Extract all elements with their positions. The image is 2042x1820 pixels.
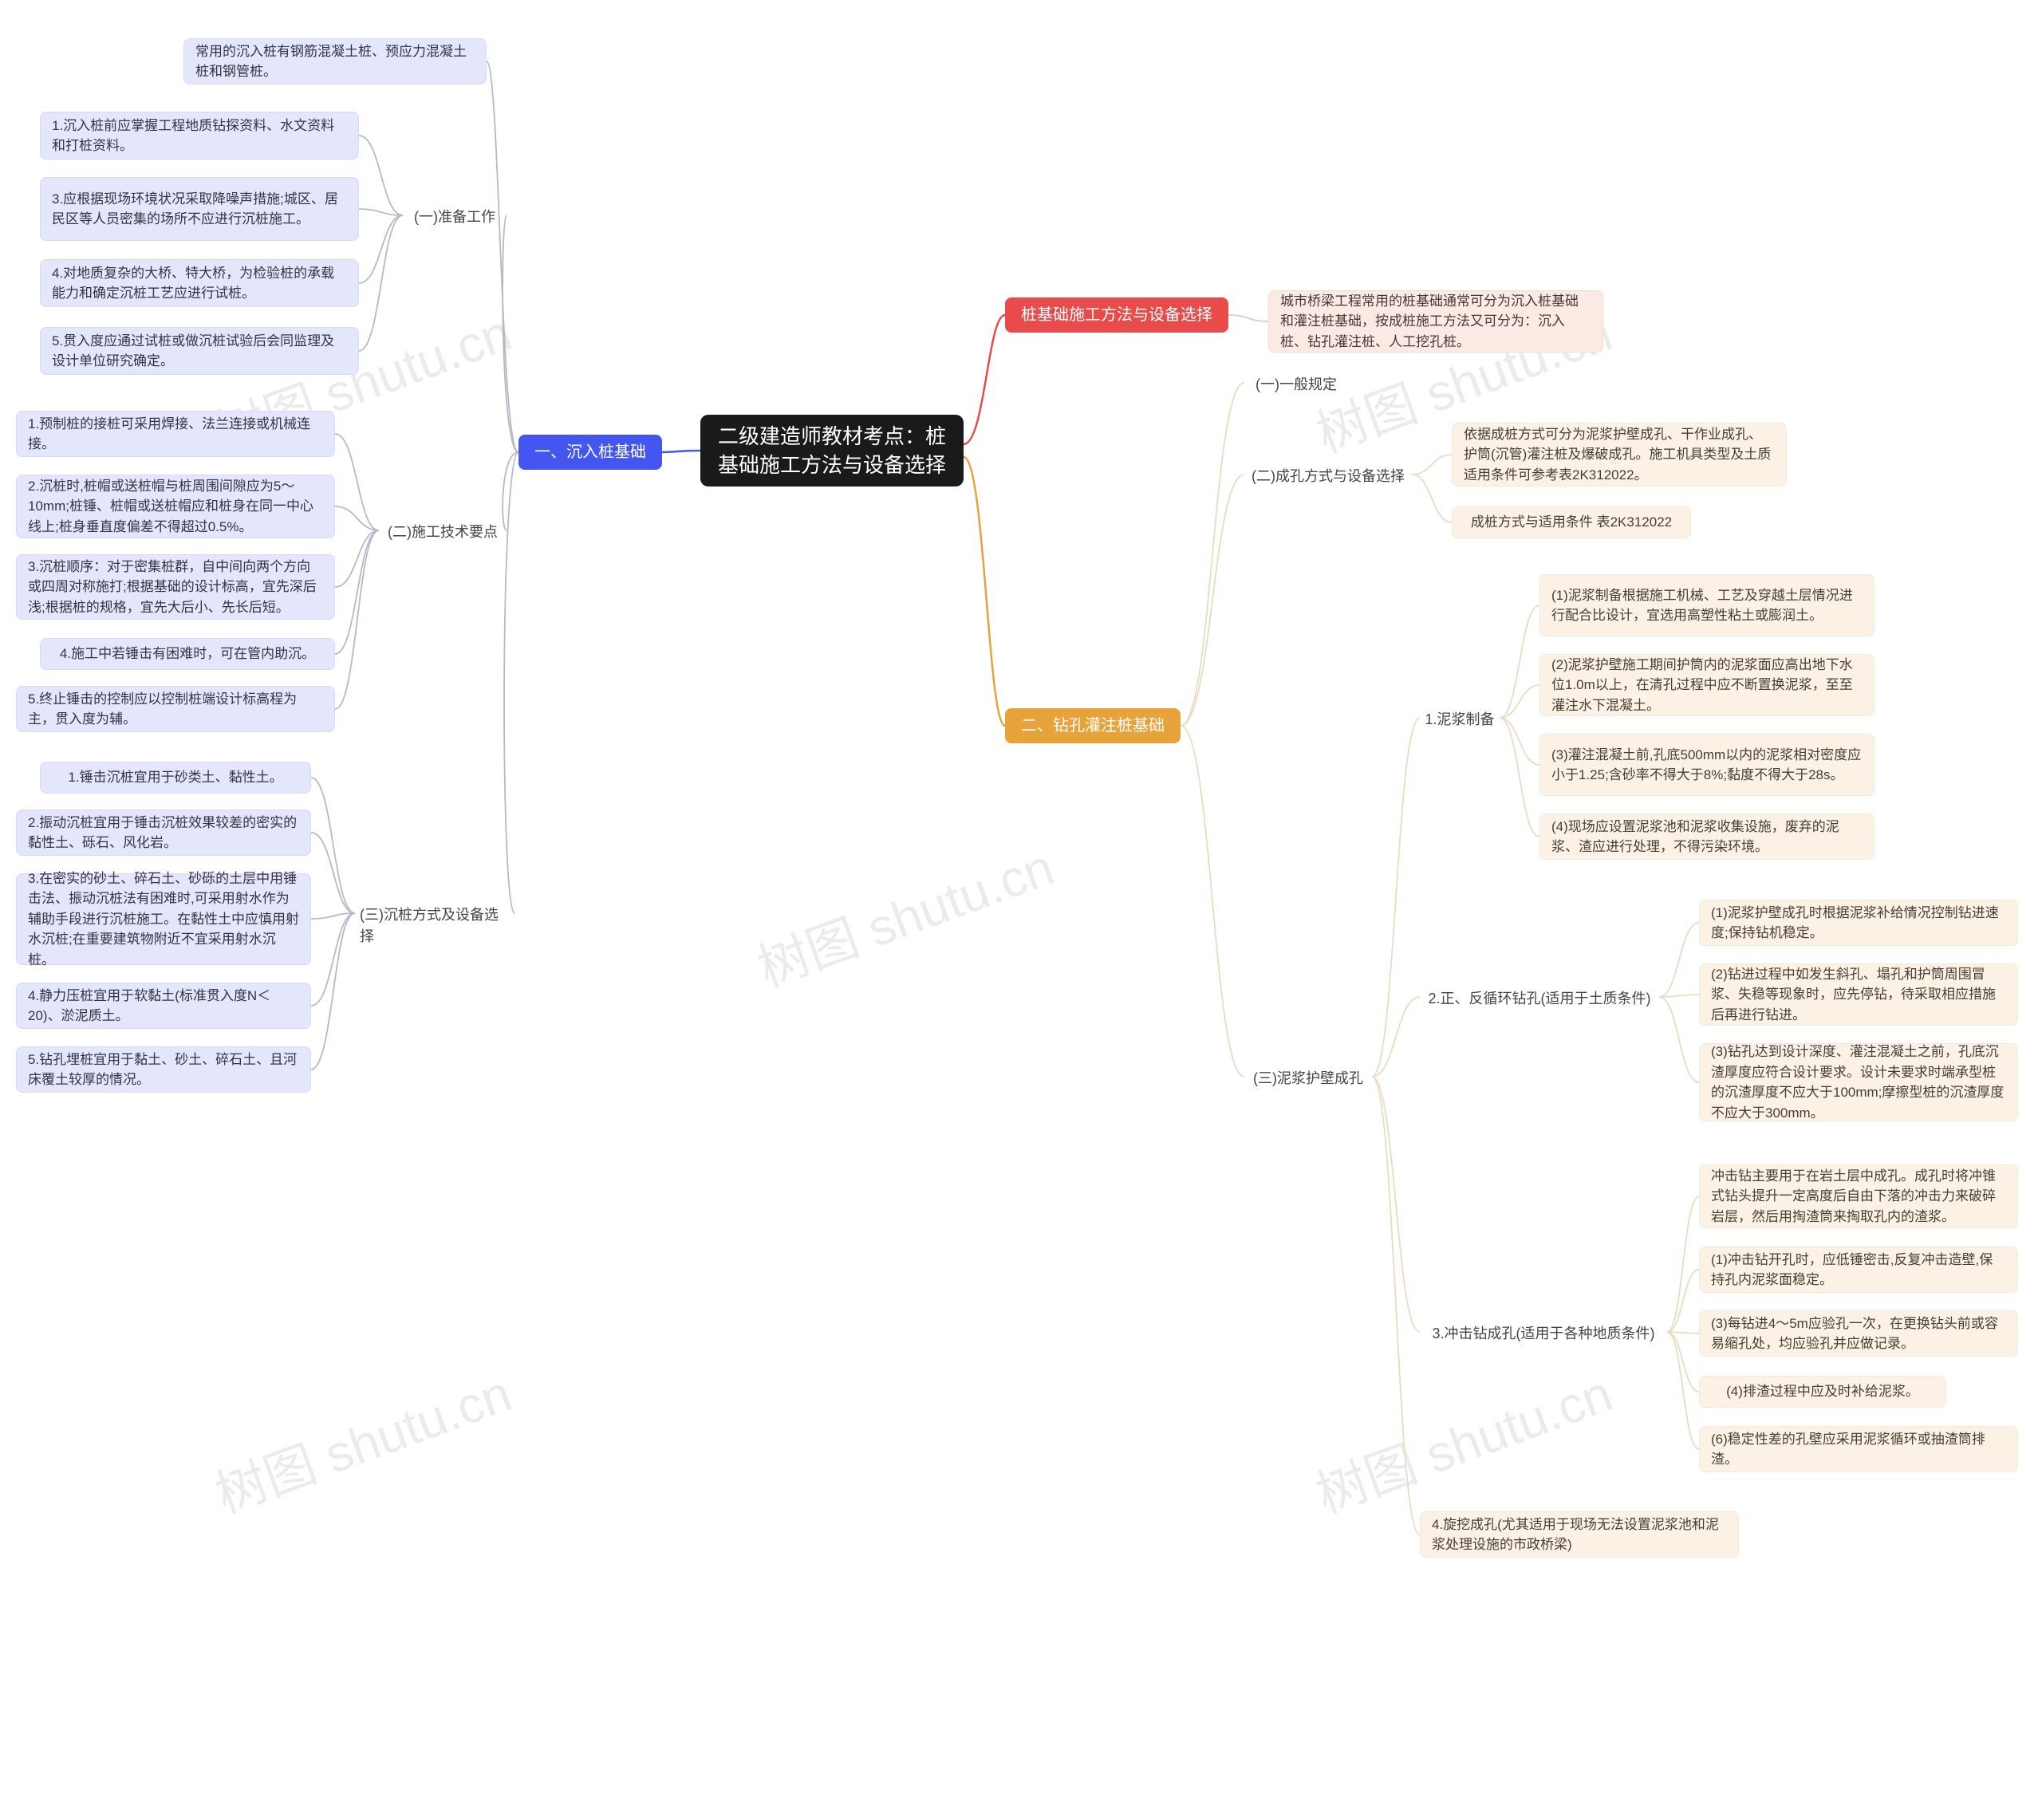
leaf-s1-1[interactable]: (2)泥浆护壁施工期间护筒内的泥浆面应高出地下水位1.0m以上，在清孔过程中应不… [1539, 654, 1874, 716]
plain-r3-s3[interactable]: 3.冲击钻成孔(适用于各种地质条件) [1420, 1320, 1667, 1348]
branch-3[interactable]: 二、钻孔灌注桩基础 [1005, 708, 1181, 743]
root-node[interactable]: 二级建造师教材考点：桩基础施工方法与设备选择 [700, 415, 964, 487]
branch-2[interactable]: 桩基础施工方法与设备选择 [1005, 297, 1228, 333]
watermark: 树图 shutu.cn [747, 826, 1062, 1001]
leaf-g3-4[interactable]: 5.钻孔埋桩宜用于黏土、砂土、碎石土、且河床覆土较厚的情况。 [16, 1046, 311, 1093]
watermark: 树图 shutu.cn [204, 1353, 520, 1527]
leaf-r2-1[interactable]: 成桩方式与适用条件 表2K312022 [1452, 506, 1691, 538]
plain-g1[interactable]: (一)准备工作 [403, 203, 507, 231]
leaf-g2-0[interactable]: 1.预制桩的接桩可采用焊接、法兰连接或机械连接。 [16, 411, 335, 457]
leaf-g3-2[interactable]: 3.在密实的砂土、碎石土、砂砾的土层中用锤击法、振动沉桩法有困难时,可采用射水作… [16, 873, 311, 965]
red-leaf[interactable]: 城市桥梁工程常用的桩基础通常可分为沉入桩基础和灌注桩基础，按成桩施工方法又可分为… [1268, 290, 1603, 353]
plain-r3[interactable]: (三)泥浆护壁成孔 [1244, 1065, 1372, 1093]
plain-g2[interactable]: (二)施工技术要点 [379, 518, 507, 546]
leaf-g1-1[interactable]: 3.应根据现场环境状况采取降噪声措施;城区、居民区等人员密集的场所不应进行沉桩施… [40, 177, 359, 241]
leaf-s3-1[interactable]: (1)冲击钻开孔时，应低锤密击,反复冲击造壁,保持孔内泥浆面稳定。 [1699, 1247, 2018, 1293]
leaf-s4-0[interactable]: 4.旋挖成孔(尤其适用于现场无法设置泥浆池和泥浆处理设施的市政桥梁) [1420, 1511, 1739, 1558]
leaf-g0-0[interactable]: 常用的沉入桩有钢筋混凝土桩、预应力混凝土桩和钢管桩。 [183, 38, 487, 85]
leaf-s2-2[interactable]: (3)钻孔达到设计深度、灌注混凝土之前，孔底沉渣厚度应符合设计要求。设计未要求时… [1699, 1043, 2018, 1121]
watermark: 树图 shutu.cn [1305, 1353, 1621, 1527]
leaf-g2-1[interactable]: 2.沉桩时,桩帽或送桩帽与桩周围间隙应为5～10mm;桩锤、桩帽或送桩帽应和桩身… [16, 475, 335, 538]
leaf-g2-2[interactable]: 3.沉桩顺序：对于密集桩群，自中间向两个方向或四周对称施打;根据基础的设计标高，… [16, 554, 335, 620]
leaf-s2-1[interactable]: (2)钻进过程中如发生斜孔、塌孔和护筒周围冒浆、失稳等现象时，应先停钻，待采取相… [1699, 963, 2018, 1026]
leaf-g1-3[interactable]: 5.贯入度应通过试桩或做沉桩试验后会同监理及设计单位研究确定。 [40, 327, 359, 375]
leaf-s2-0[interactable]: (1)泥浆护壁成孔时根据泥浆补给情况控制钻进速度;保持钻机稳定。 [1699, 900, 2018, 946]
leaf-s1-0[interactable]: (1)泥浆制备根据施工机械、工艺及穿越土层情况进行配合比设计，宜选用高塑性粘土或… [1539, 574, 1874, 636]
leaf-s1-3[interactable]: (4)现场应设置泥浆池和泥浆收集设施，废弃的泥浆、渣应进行处理，不得污染环境。 [1539, 813, 1874, 860]
leaf-s3-0[interactable]: 冲击钻主要用于在岩土层中成孔。成孔时将冲锥式钻头提升一定高度后自由下落的冲击力来… [1699, 1164, 2018, 1228]
leaf-g1-0[interactable]: 1.沉入桩前应掌握工程地质钻探资料、水文资料和打桩资料。 [40, 112, 359, 160]
plain-r3-s1[interactable]: 1.泥浆制备 [1420, 706, 1500, 734]
leaf-s1-2[interactable]: (3)灌注混凝土前,孔底500mm以内的泥浆相对密度应小于1.25;含砂率不得大… [1539, 734, 1874, 796]
leaf-g3-3[interactable]: 4.静力压桩宜用于软黏土(标准贯入度N＜20)、淤泥质土。 [16, 983, 311, 1029]
plain-r1[interactable]: (一)一般规定 [1244, 371, 1348, 399]
leaf-g2-3[interactable]: 4.施工中若锤击有困难时，可在管内助沉。 [40, 638, 335, 670]
leaf-g2-4[interactable]: 5.终止锤击的控制应以控制桩端设计标高程为主，贯入度为辅。 [16, 686, 335, 732]
plain-r3-s2[interactable]: 2.正、反循环钻孔(适用于土质条件) [1420, 985, 1659, 1013]
leaf-g1-2[interactable]: 4.对地质复杂的大桥、特大桥，为检验桩的承载能力和确定沉桩工艺应进行试桩。 [40, 259, 359, 307]
leaf-s3-3[interactable]: (4)排渣过程中应及时补给泥浆。 [1699, 1376, 1946, 1408]
leaf-s3-2[interactable]: (3)每钻进4～5m应验孔一次，在更换钻头前或容易缩孔处，均应验孔并应做记录。 [1699, 1310, 2018, 1357]
plain-g3[interactable]: (三)沉桩方式及设备选择 [355, 901, 514, 951]
leaf-s3-4[interactable]: (6)稳定性差的孔壁应采用泥浆循环或抽渣筒排渣。 [1699, 1426, 2018, 1472]
plain-r2[interactable]: (二)成孔方式与设备选择 [1244, 463, 1412, 490]
leaf-g3-1[interactable]: 2.振动沉桩宜用于锤击沉桩效果较差的密实的黏性土、砾石、风化岩。 [16, 810, 311, 856]
branch-1[interactable]: 一、沉入桩基础 [518, 435, 662, 470]
leaf-g3-0[interactable]: 1.锤击沉桩宜用于砂类土、黏性土。 [40, 762, 311, 794]
leaf-r2-0[interactable]: 依据成桩方式可分为泥浆护壁成孔、干作业成孔、护筒(沉管)灌注桩及爆破成孔。施工机… [1452, 423, 1787, 487]
